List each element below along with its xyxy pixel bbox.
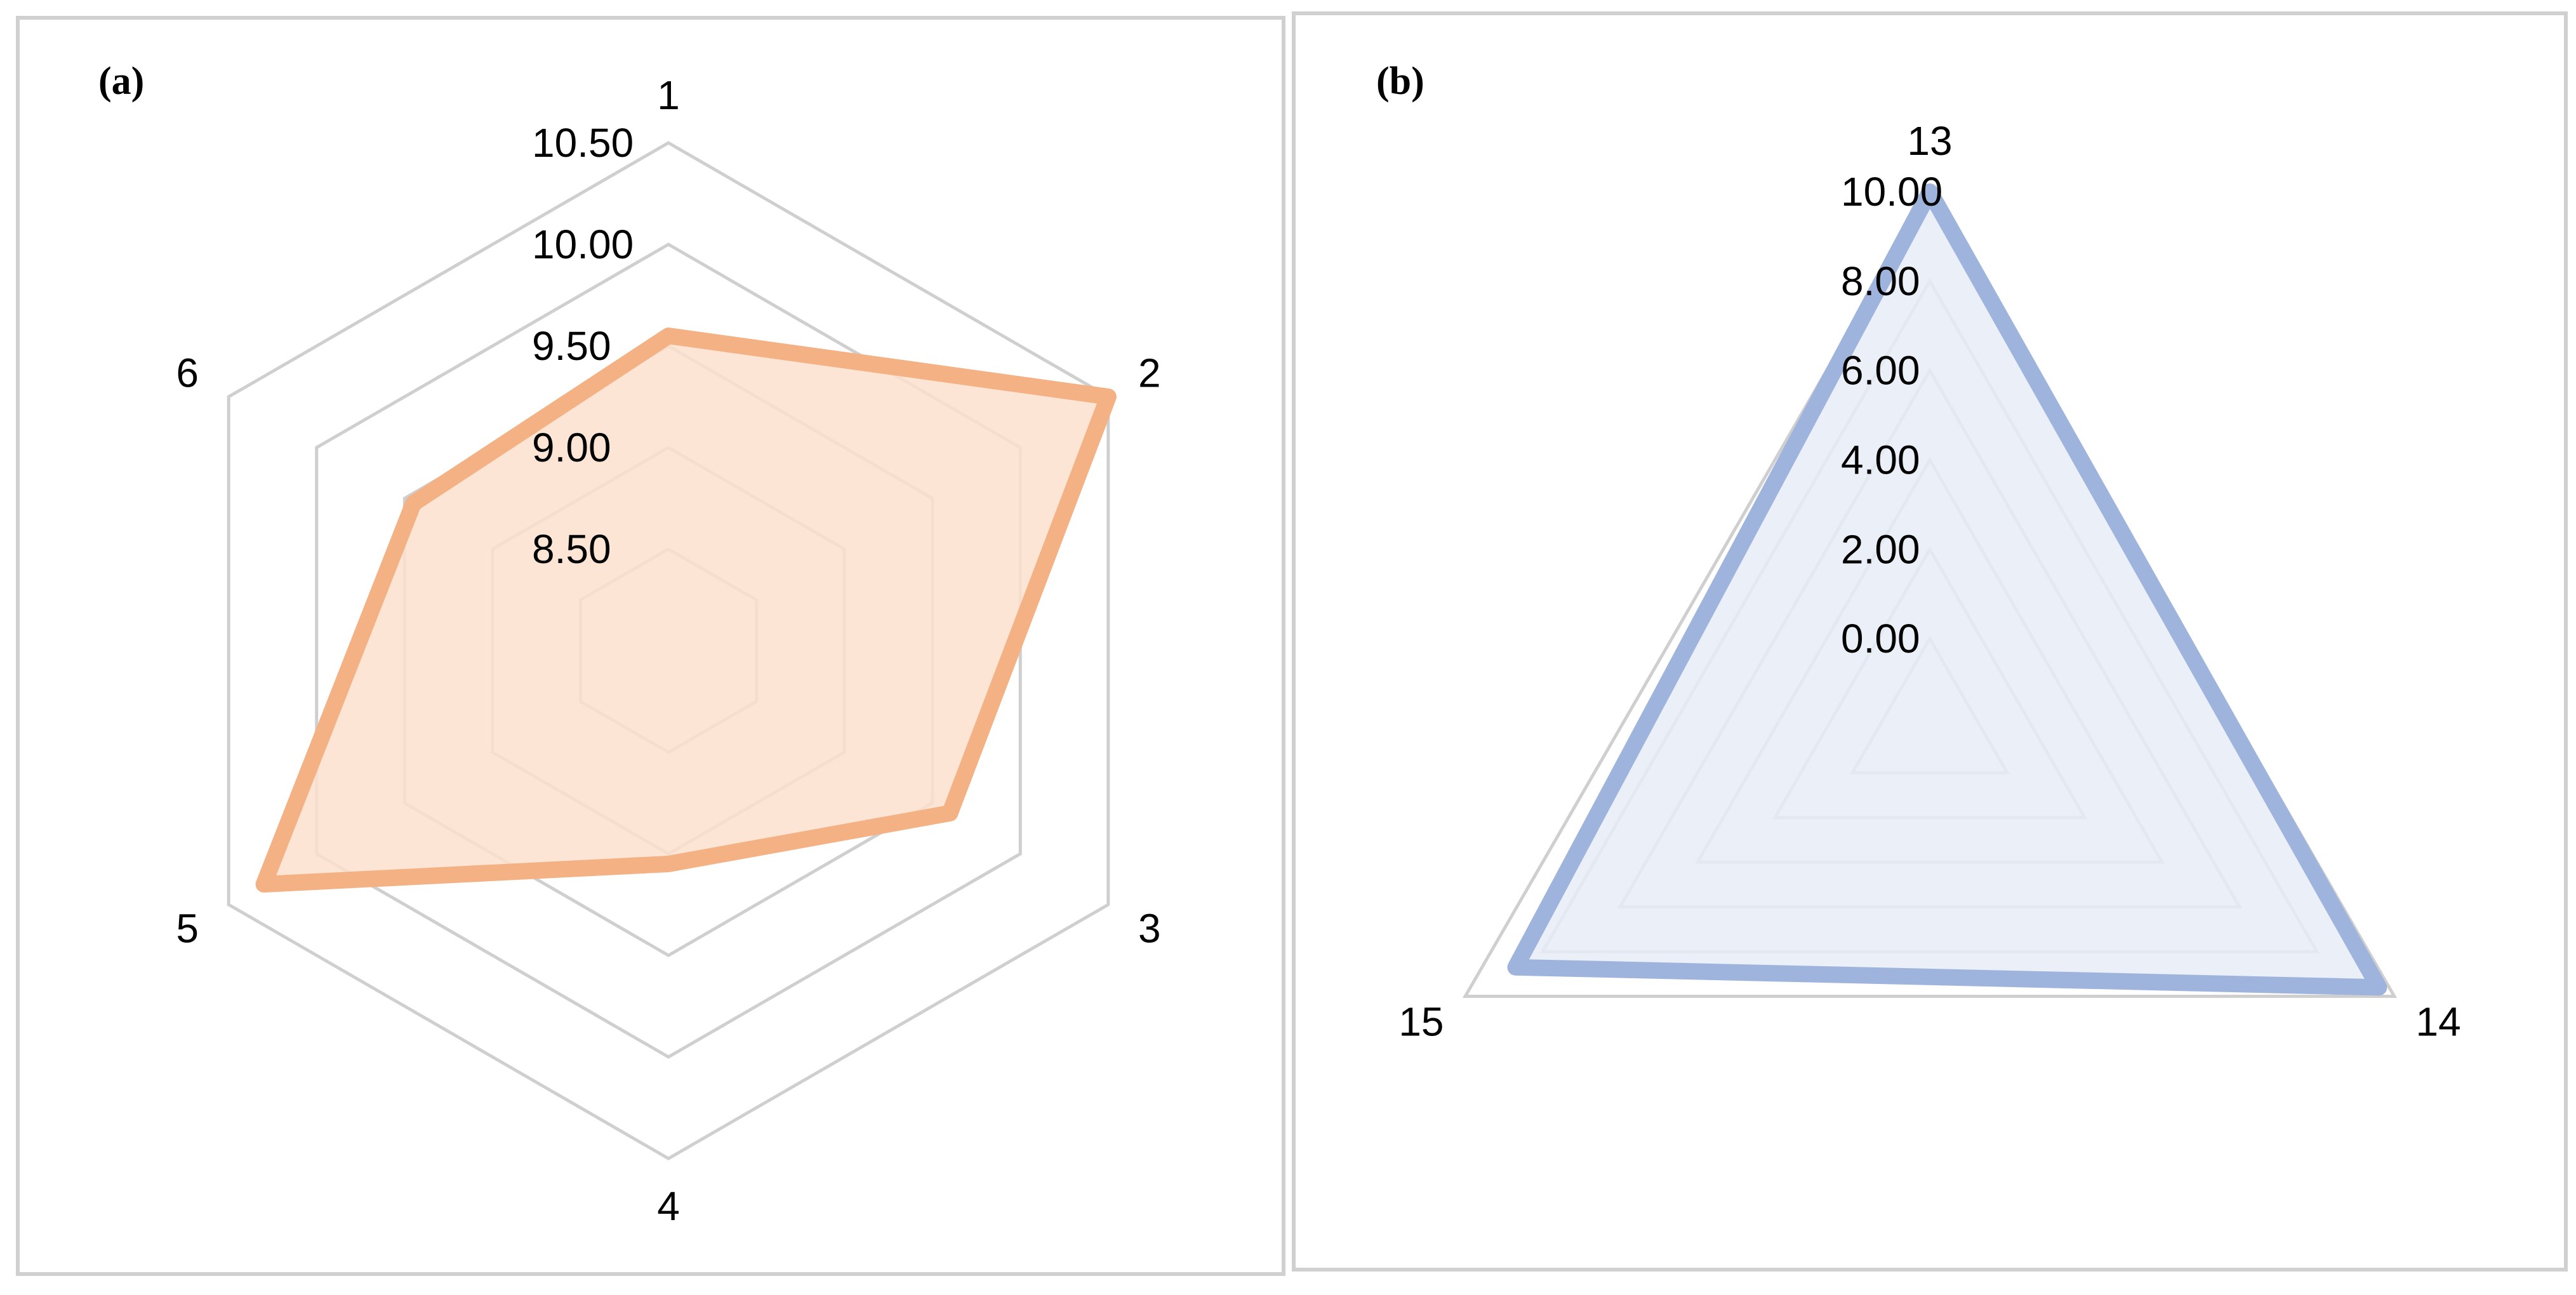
category-label: 13: [1907, 118, 1952, 164]
data-point-3: [949, 813, 951, 814]
category-label: 6: [176, 350, 199, 396]
series-area-0: [1507, 183, 2387, 996]
panel-label-a: (a): [98, 60, 144, 103]
category-label: 2: [1138, 350, 1161, 396]
data-point-5: [263, 884, 265, 885]
tick-label: 10.00: [1841, 169, 1942, 215]
radar-chart-b: 0.00 2.00 4.00 6.00 8.00 10.00 13 14 15: [1398, 118, 2460, 1045]
tick-label: 9.00: [532, 425, 611, 470]
data-point-1: [668, 335, 669, 336]
data-point-6: [413, 503, 415, 504]
category-label: 15: [1398, 999, 1444, 1045]
data-point-15: [1515, 966, 1517, 968]
data-point-14: [2378, 986, 2380, 988]
tick-label: 10.50: [532, 120, 634, 166]
data-point-4: [668, 863, 669, 865]
panel-label-b: (b): [1376, 60, 1424, 103]
tick-label: 8.00: [1841, 258, 1920, 304]
data-point-2: [1107, 396, 1109, 397]
category-label: 5: [176, 906, 199, 952]
tick-label: 10.00: [532, 222, 634, 267]
category-label: 3: [1138, 906, 1161, 952]
tick-label: 6.00: [1841, 348, 1920, 394]
category-label: 14: [2415, 999, 2460, 1045]
radar-chart-a: 8.50 9.00 9.50 10.00 10.50 1 2 3 4 5 6: [176, 72, 1160, 1229]
tick-label: 8.50: [532, 526, 611, 572]
tick-label: 0.00: [1841, 616, 1920, 661]
data-point-13: [1929, 191, 1930, 192]
tick-label: 4.00: [1841, 437, 1920, 483]
category-label: 1: [657, 72, 680, 118]
tick-label: 2.00: [1841, 526, 1920, 572]
series-area-0: [255, 328, 1117, 893]
category-label: 4: [657, 1183, 680, 1229]
tick-label: 9.50: [532, 323, 611, 369]
